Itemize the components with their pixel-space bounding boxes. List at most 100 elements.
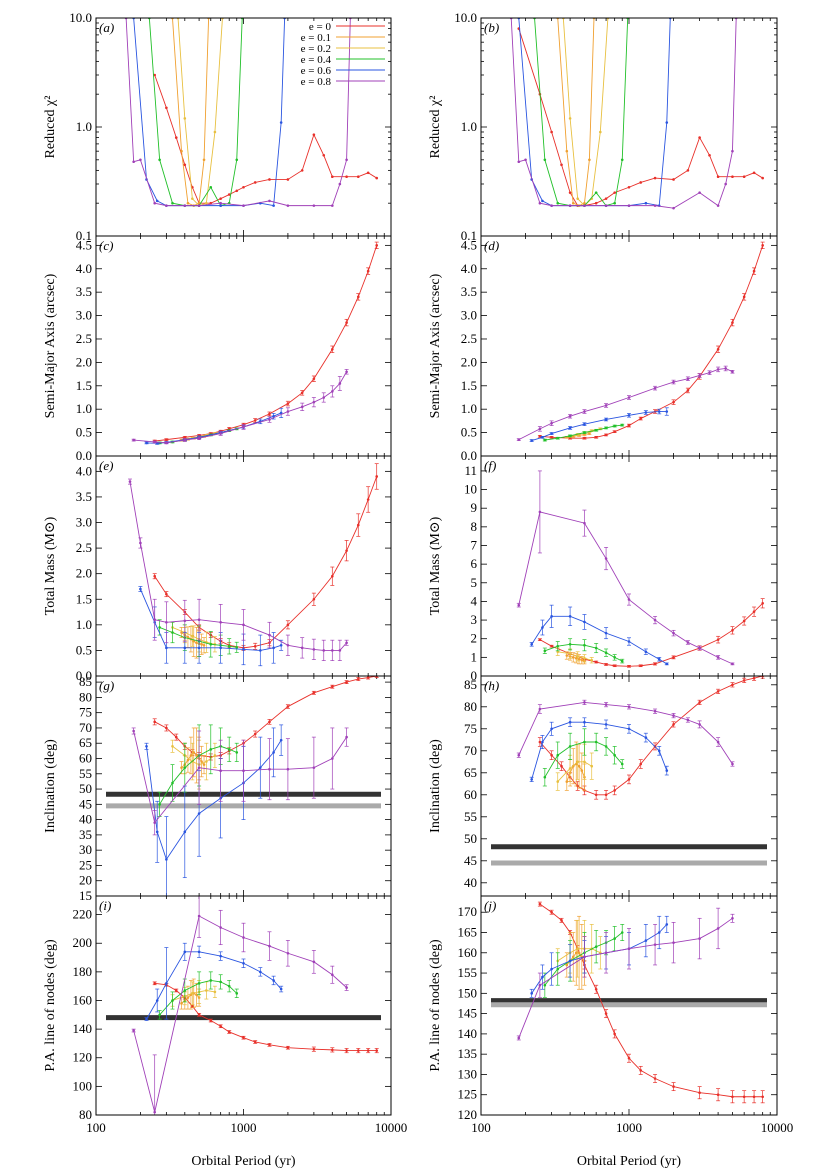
data-point xyxy=(583,521,586,525)
data-point xyxy=(331,973,334,977)
series-e04 xyxy=(542,423,625,442)
data-point xyxy=(268,178,271,181)
data-point xyxy=(620,659,624,663)
y-tick-label: 150 xyxy=(458,985,478,1000)
data-point xyxy=(644,736,648,739)
data-point xyxy=(155,199,159,203)
plot-frame xyxy=(95,895,392,1116)
data-point xyxy=(686,718,690,722)
data-point xyxy=(197,646,201,650)
series-line xyxy=(125,18,351,207)
y-tick-label: 180 xyxy=(73,964,93,979)
data-point xyxy=(235,646,239,649)
data-point xyxy=(153,440,156,444)
y-tick-label: 7 xyxy=(471,537,478,552)
x-tick-label: 10000 xyxy=(375,1120,408,1135)
data-point xyxy=(657,749,661,753)
data-point xyxy=(653,618,657,622)
data-point xyxy=(227,984,231,988)
y-tick-label: 0.0 xyxy=(76,448,92,463)
y-tick-label: 170 xyxy=(458,904,478,919)
data-point xyxy=(165,646,168,650)
data-point xyxy=(132,160,135,164)
data-point xyxy=(191,634,194,638)
data-point xyxy=(279,738,283,742)
data-point xyxy=(698,646,701,650)
series-e02 xyxy=(176,18,224,207)
data-point xyxy=(268,767,271,771)
series-e08 xyxy=(516,907,735,1041)
data-point xyxy=(752,676,756,680)
data-point xyxy=(200,760,203,763)
data-point xyxy=(375,1049,379,1052)
data-point xyxy=(583,201,586,205)
data-point xyxy=(568,720,572,724)
data-point xyxy=(568,959,572,963)
data-point xyxy=(213,990,217,994)
data-point xyxy=(604,745,608,748)
data-point xyxy=(543,438,547,442)
data-point xyxy=(517,1036,521,1040)
data-point xyxy=(716,927,720,930)
data-point xyxy=(583,955,586,959)
data-point xyxy=(219,926,222,929)
y-tick-label: 50 xyxy=(464,831,477,846)
series-e0 xyxy=(517,27,764,207)
data-point xyxy=(731,149,734,153)
data-point xyxy=(268,412,271,416)
data-point xyxy=(174,989,178,992)
y-axis-label: Semi-Major Axis (arcsec) xyxy=(43,273,58,418)
data-point xyxy=(268,633,271,637)
series-line xyxy=(154,676,377,758)
legend-label: e = 0.6 xyxy=(301,65,332,77)
data-point xyxy=(556,780,560,783)
data-point xyxy=(594,987,598,991)
y-tick-label: 140 xyxy=(458,1026,478,1041)
data-point xyxy=(338,382,342,385)
data-point xyxy=(550,130,553,134)
data-point xyxy=(165,982,168,985)
data-point xyxy=(550,910,553,914)
series-e08 xyxy=(509,18,738,210)
y-tick-label: 0.5 xyxy=(461,425,477,440)
data-point xyxy=(205,760,208,763)
data-point xyxy=(300,405,304,409)
data-point xyxy=(253,181,257,184)
y-tick-label: 1 xyxy=(471,649,478,664)
data-point xyxy=(639,762,643,766)
data-point xyxy=(590,658,594,662)
data-point xyxy=(331,204,334,207)
panel-letter: (d) xyxy=(484,238,499,253)
data-point xyxy=(165,204,168,207)
data-point xyxy=(165,441,168,445)
data-point xyxy=(331,175,334,178)
data-point xyxy=(568,434,572,438)
data-point xyxy=(604,1012,608,1015)
data-point xyxy=(724,182,727,186)
data-point xyxy=(556,753,560,757)
panel-d: 0.0 0.5 1.0 1.5 2.0 2.5 3.0 3.5 4.0 4.5 Semi-Major… xyxy=(428,235,778,463)
data-point xyxy=(530,439,533,442)
data-point xyxy=(180,766,183,769)
data-point xyxy=(583,760,586,764)
data-point xyxy=(286,951,290,955)
data-point xyxy=(627,727,631,731)
data-point xyxy=(286,1046,290,1050)
data-point xyxy=(145,744,148,748)
data-point xyxy=(268,418,271,421)
data-point xyxy=(613,191,616,194)
data-point xyxy=(272,979,275,982)
series-line xyxy=(518,917,733,1039)
data-point xyxy=(613,1032,616,1036)
data-point xyxy=(312,597,316,601)
y-tick-label: 160 xyxy=(73,992,93,1007)
data-point xyxy=(543,158,547,162)
data-point xyxy=(604,631,608,635)
data-point xyxy=(541,626,544,629)
y-tick-label: 55 xyxy=(79,766,92,781)
data-point xyxy=(197,982,201,985)
data-point xyxy=(331,574,334,578)
data-point xyxy=(627,640,631,643)
series-line xyxy=(172,745,216,766)
y-axis-label: P.A. line of nodes (deg) xyxy=(43,939,58,1072)
